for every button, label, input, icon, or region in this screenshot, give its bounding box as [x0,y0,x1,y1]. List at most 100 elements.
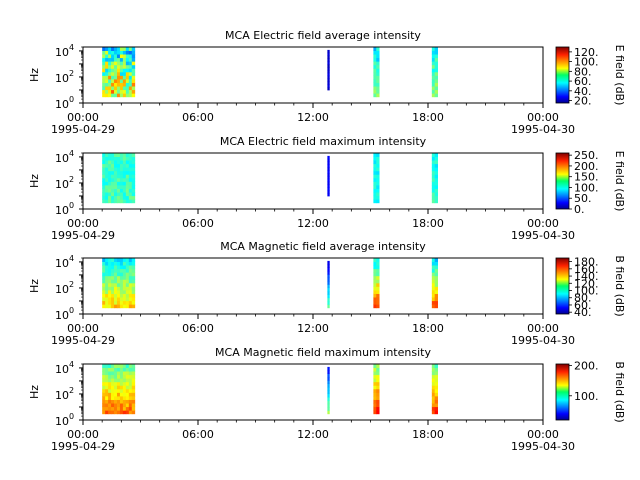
spectrogram-cell [128,86,133,91]
spectrogram-cell [125,156,130,161]
spectrogram-cell [373,195,377,200]
spectrogram-cell [128,167,133,172]
spectrogram-cell [122,75,127,80]
spectrogram-cell [114,71,118,76]
spectrogram-cell [327,287,330,292]
spectrogram-cell [102,68,106,73]
spectrogram-cell [119,268,124,273]
colorbar-frame [555,46,570,104]
spectrogram-cell [116,367,121,372]
spectrogram-cell [327,267,330,272]
colorbar-tick-label: 100. [574,181,599,194]
spectrogram-cell [122,367,127,372]
spectrogram-cell [116,374,121,379]
x-tick-label: 00:00 [67,322,99,335]
spectrogram-cell [128,286,133,291]
y-tick-label: 10 [55,283,69,296]
spectrogram-cell [111,71,115,76]
x-tick-label: 18:00 [412,322,444,335]
spectrogram-cell [131,300,136,305]
spectrogram-cell [128,153,133,157]
spectrogram-cell [376,403,380,408]
spectrogram-cell [114,261,118,266]
y-tick-label: 10 [55,309,69,322]
y-tick-label: 10 [55,257,69,270]
spectrogram-cell [128,177,133,182]
spectrogram-cell [131,378,136,383]
spectrogram-cell [119,163,124,168]
panel-title: MCA Electric field average intensity [225,29,421,42]
spectrogram-cell [114,86,118,91]
spectrogram-cell [116,79,121,83]
spectrogram-cell [119,71,124,76]
spectrogram-cell [373,181,377,186]
spectrogram-cell [111,89,115,94]
spectrogram-cell [327,75,330,79]
spectrogram-cell [114,50,118,55]
y-tick-exponent: 4 [69,149,74,158]
axes-frame [82,152,544,210]
spectrogram-cell [105,61,109,66]
spectrogram-cell [116,181,121,186]
spectrogram-cell [102,300,106,305]
spectrogram-cell [105,388,109,393]
spectrogram-cell [102,279,106,284]
spectrogram-cell [431,399,436,404]
colorbar-tick-label: 80. [574,65,592,78]
colorbar [556,47,569,103]
spectrogram-cell [434,167,438,172]
spectrogram-cell [128,388,133,393]
colorbar-frame [555,257,570,315]
spectrogram-cell [108,265,112,270]
spectrogram-cell [327,280,330,285]
spectrogram-cell [431,388,436,393]
y-tick-exponent: 2 [69,69,74,78]
spectrogram-cell [327,400,330,405]
spectrogram-panel-4: MCA Magnetic field maximum intensity 00:0… [28,346,626,453]
spectrogram-cell [431,82,436,87]
spectrogram-cell [102,86,106,91]
spectrogram-cell [111,275,115,280]
data-block [373,364,380,415]
spectrogram-cell [131,406,136,411]
spectrogram-cell [431,364,436,368]
spectrogram-cell [119,293,124,298]
spectrogram-cell [327,297,330,302]
spectrogram-cell [131,410,136,415]
spectrogram-cell [434,54,438,59]
spectrogram-cell [373,374,377,379]
spectrogram-cell [434,170,438,175]
colorbar [556,364,569,420]
spectrogram-cell [105,374,109,379]
spectrogram-cell [125,275,130,280]
spectrogram-cell [102,79,106,83]
spectrogram-cell [108,153,112,157]
spectrogram-cell [125,403,130,408]
spectrogram-cell [105,89,109,94]
spectrogram-cell [122,47,127,51]
spectrogram-cell [111,199,115,204]
spectrogram-cell [131,93,136,98]
spectrogram-cell [116,297,121,302]
spectrogram-cell [108,47,112,51]
spectrogram-cell [434,406,438,411]
spectrogram-cell [131,64,136,69]
spectrogram-cell [119,57,124,62]
spectrogram-cell [327,373,330,378]
spectrogram-cell [116,50,121,55]
spectrogram-cell [376,75,380,80]
colorbar-tick-label: 200. [574,160,599,173]
spectrogram-cell [431,79,436,83]
spectrogram-cell [125,167,130,172]
y-tick-exponent: 4 [69,360,74,369]
spectrogram-cell [122,185,127,189]
spectrogram-cell [105,272,109,277]
spectrogram-cell [122,396,127,400]
spectrogram-cell [431,153,436,157]
spectrogram-cell [119,275,124,280]
spectrogram-cell [111,286,115,291]
spectrogram-cell [327,193,330,197]
spectrogram-cell [125,261,130,266]
spectrogram-cell [125,364,130,368]
spectrogram-cell [105,396,109,400]
